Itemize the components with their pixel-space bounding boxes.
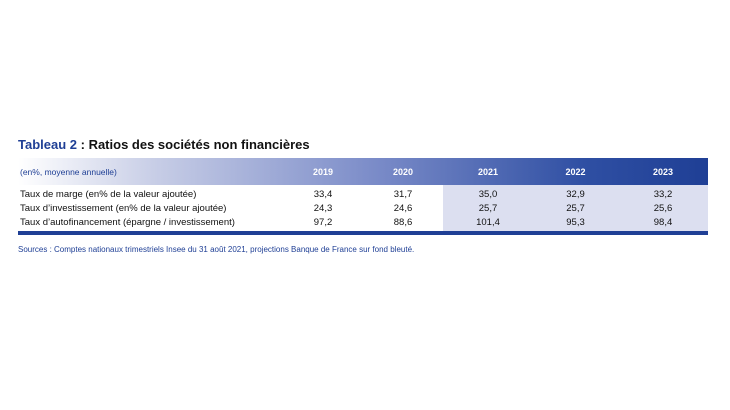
- table-cell-projection: 95,3: [533, 215, 618, 231]
- table-cell-projection: 35,0: [443, 185, 533, 201]
- table-cell-projection: 25,7: [443, 201, 533, 215]
- table-cell-projection: 32,9: [533, 185, 618, 201]
- table-number: Tableau 2: [18, 137, 78, 152]
- year-header: 2022: [565, 166, 586, 177]
- table-bottom-rule: [18, 231, 708, 235]
- table-cell-projection: 25,7: [533, 201, 618, 215]
- table-header-row: (en%, moyenne annuelle) 2019 2020 2021 2…: [18, 158, 708, 185]
- source-note: Sources : Comptes nationaux trimestriels…: [18, 245, 415, 254]
- table-cell-projection: 98,4: [618, 215, 708, 231]
- unit-label: (en%, moyenne annuelle): [20, 166, 117, 177]
- table-cell: 24,3: [313, 202, 333, 214]
- table-title: Tableau 2 : Ratios des sociétés non fina…: [18, 137, 310, 152]
- table-row: Taux d’autofinancement (épargne / invest…: [18, 215, 708, 231]
- year-header: 2021: [477, 166, 499, 177]
- table-cell: 88,6: [393, 216, 413, 228]
- table-cell-projection: 33,2: [618, 185, 708, 201]
- table-title-text: : Ratios des sociétés non financières: [77, 137, 310, 152]
- table-row: Taux de marge (en% de la valeur ajoutée)…: [18, 185, 708, 201]
- row-label: Taux de marge (en% de la valeur ajoutée): [20, 188, 197, 200]
- ratios-table-container: (en%, moyenne annuelle) 2019 2020 2021 2…: [18, 158, 708, 235]
- year-header: 2020: [392, 166, 414, 177]
- table-cell-projection: 101,4: [443, 215, 533, 231]
- table-cell: 24,6: [393, 202, 413, 214]
- table-row: Taux d’investissement (en% de la valeur …: [18, 201, 708, 215]
- row-label: Taux d’autofinancement (épargne / invest…: [20, 216, 235, 228]
- table-cell: 97,2: [313, 216, 333, 228]
- table-cell: 33,4: [313, 188, 333, 200]
- row-label: Taux d’investissement (en% de la valeur …: [20, 202, 227, 214]
- year-header: 2023: [652, 166, 674, 177]
- table-cell: 31,7: [393, 188, 413, 200]
- year-header: 2019: [312, 166, 334, 177]
- ratios-table: (en%, moyenne annuelle) 2019 2020 2021 2…: [18, 158, 708, 231]
- table-cell-projection: 25,6: [618, 201, 708, 215]
